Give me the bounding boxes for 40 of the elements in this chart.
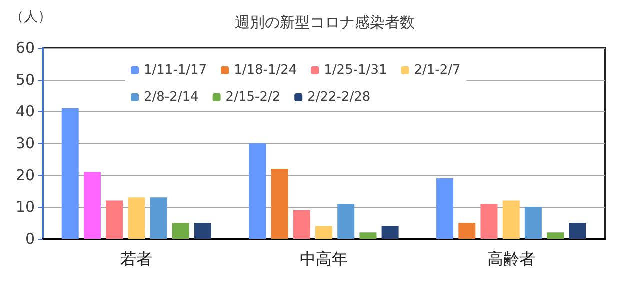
bar — [84, 172, 101, 239]
bar — [194, 223, 212, 239]
bar — [128, 198, 146, 239]
bar — [382, 226, 399, 239]
bar — [480, 204, 498, 239]
legend-label: 1/18-1/24 — [234, 63, 298, 78]
y-tick-label: 60 — [16, 39, 35, 57]
bar — [62, 108, 79, 239]
bar — [150, 198, 168, 239]
bar — [547, 232, 564, 239]
legend-label: 2/8-2/14 — [144, 90, 199, 105]
bar — [106, 200, 124, 239]
y-tick-label: 30 — [16, 134, 35, 152]
x-tick-label: 高齢者 — [487, 250, 536, 268]
bar — [293, 210, 310, 239]
legend-label: 1/11-1/17 — [144, 63, 208, 78]
bar — [524, 207, 542, 239]
legend-label: 1/25-1/31 — [324, 63, 388, 78]
legend-label: 2/15-2/2 — [226, 90, 281, 105]
bar — [172, 223, 190, 239]
y-tick-label: 0 — [25, 230, 35, 248]
x-tick-label: 若者 — [120, 250, 153, 268]
bar — [249, 144, 266, 239]
y-tick-label: 20 — [16, 166, 35, 184]
y-tick-label: 40 — [16, 102, 35, 121]
bar — [436, 178, 454, 239]
bar — [458, 223, 476, 239]
bar — [338, 204, 355, 239]
bar — [360, 232, 377, 239]
y-tick-label: 10 — [16, 198, 35, 216]
x-tick-label: 中高年 — [300, 250, 348, 268]
y-tick-label: 50 — [16, 70, 35, 89]
legend-label: 2/1-2/7 — [414, 63, 461, 78]
bar — [316, 226, 332, 239]
bar — [569, 223, 586, 239]
bar — [271, 168, 288, 239]
bar — [502, 200, 520, 239]
chart-title: 週別の新型コロナ感染者数 — [235, 14, 415, 32]
y-axis-title: （人） — [10, 9, 52, 25]
legend-label: 2/22-2/28 — [308, 90, 371, 105]
